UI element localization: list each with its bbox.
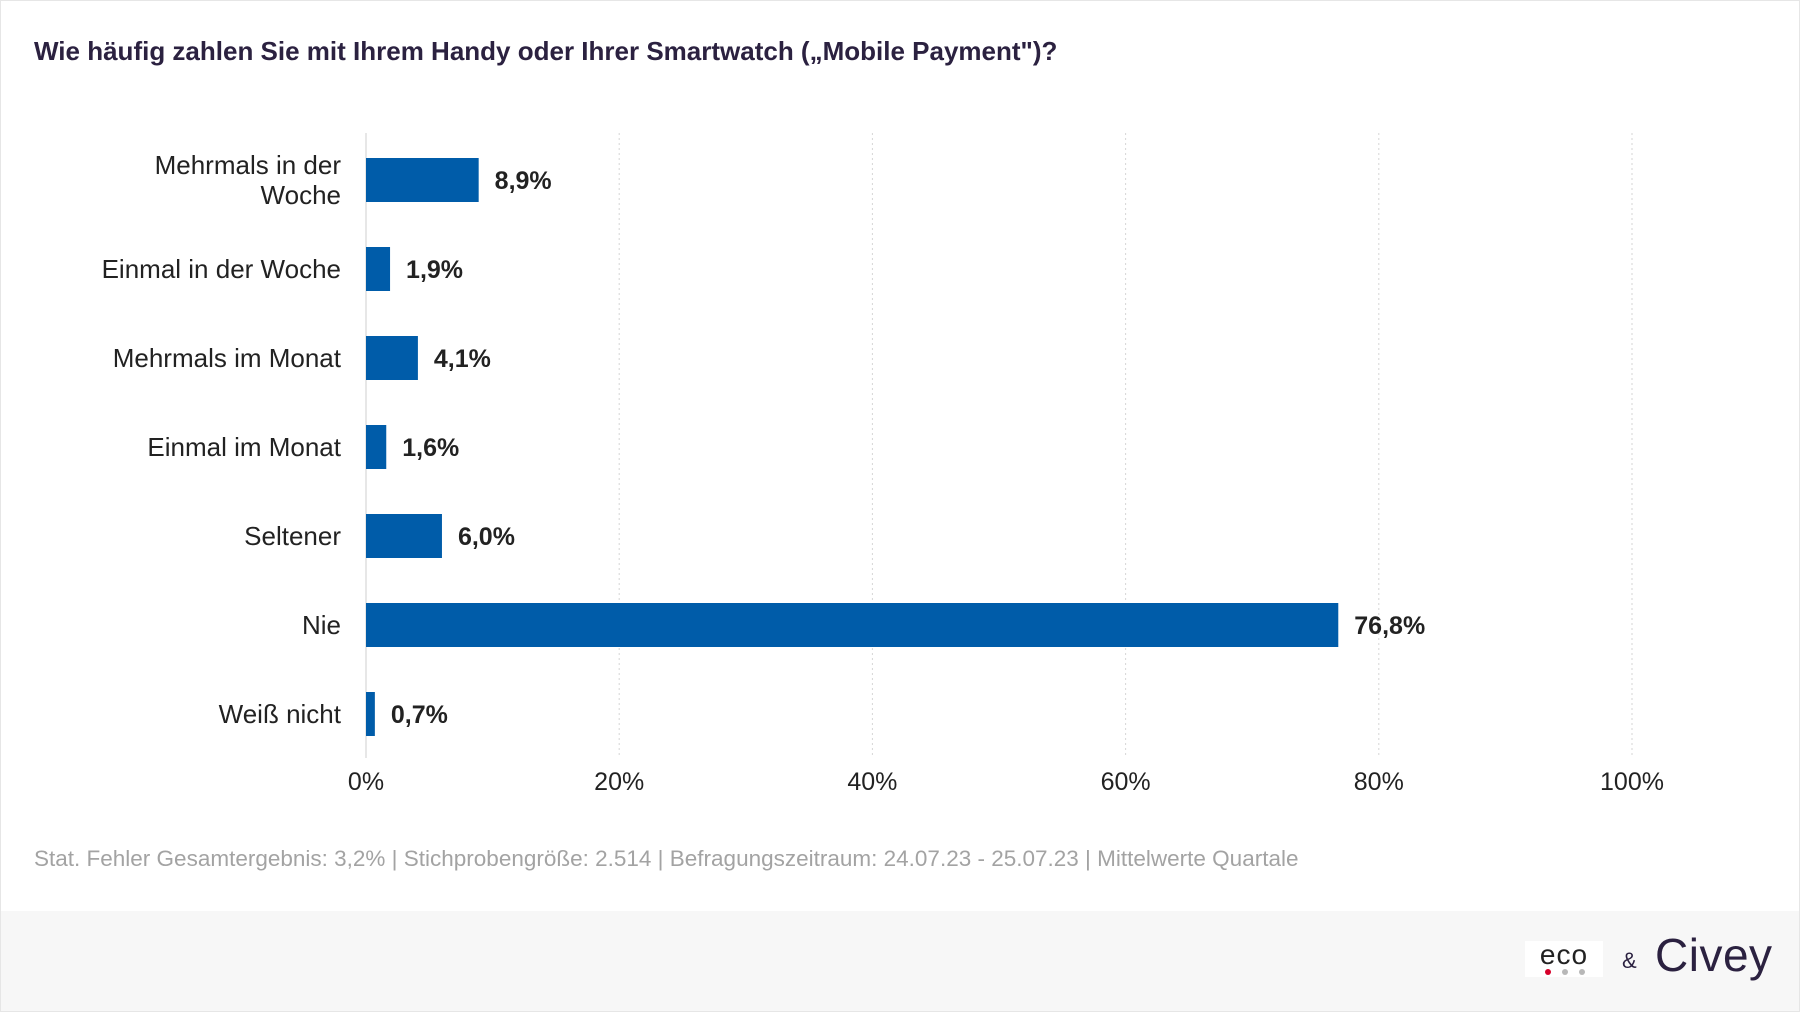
category-label-line: Weiß nicht [219,699,342,729]
category-label-line: Seltener [244,521,341,551]
category-label-line: Nie [302,610,341,640]
x-tick-label: 60% [1101,768,1151,796]
footer-bar [1,911,1799,1011]
x-tick-label: 0% [348,768,384,796]
x-tick-label: 40% [847,768,897,796]
value-label: 4,1% [434,345,491,373]
category-label: Einmal im Monat [147,432,341,462]
civey-logo: Civey [1655,929,1773,981]
category-label: Mehrmals im Monat [113,343,342,373]
bar [366,247,391,291]
value-label: 1,9% [406,256,463,284]
category-label: Nie [302,610,341,640]
category-label-line: Einmal im Monat [147,432,341,462]
bar [366,336,418,380]
x-tick-label: 100% [1600,768,1664,796]
value-label: 76,8% [1354,612,1425,640]
eco-logo-text: eco [1539,939,1589,970]
bar [366,158,479,202]
x-tick-label: 20% [594,768,644,796]
eco-logo: eco [1525,939,1603,977]
category-label-line: Mehrmals im Monat [113,343,342,373]
category-label-line: Woche [261,180,341,210]
value-label: 8,9% [495,167,552,195]
category-label: Mehrmals in der Woche [155,150,342,210]
value-label: 0,7% [391,701,448,729]
logo-ampersand: & [1622,948,1637,973]
footnote: Stat. Fehler Gesamtergebnis: 3,2% | Stic… [34,846,1299,871]
chart-title: Wie häufig zahlen Sie mit Ihrem Handy od… [34,36,1058,66]
category-label-line: Einmal in der Woche [102,254,341,284]
value-label: 1,6% [402,434,459,462]
category-label: Seltener [244,521,341,551]
category-label: Weiß nicht [219,699,342,729]
x-tick-label: 80% [1354,768,1404,796]
bar [366,692,375,736]
category-label-line: Mehrmals in der [155,150,342,180]
bar-chart: 0% 20% 40% 60% 80% 100% 8,9% Mehrmals in der Woc… [102,133,1664,796]
bar [366,603,1339,647]
bar [366,425,387,469]
value-label: 6,0% [458,523,515,551]
eco-logo-dots [1545,969,1585,975]
category-label: Einmal in der Woche [102,254,341,284]
bar [366,514,442,558]
